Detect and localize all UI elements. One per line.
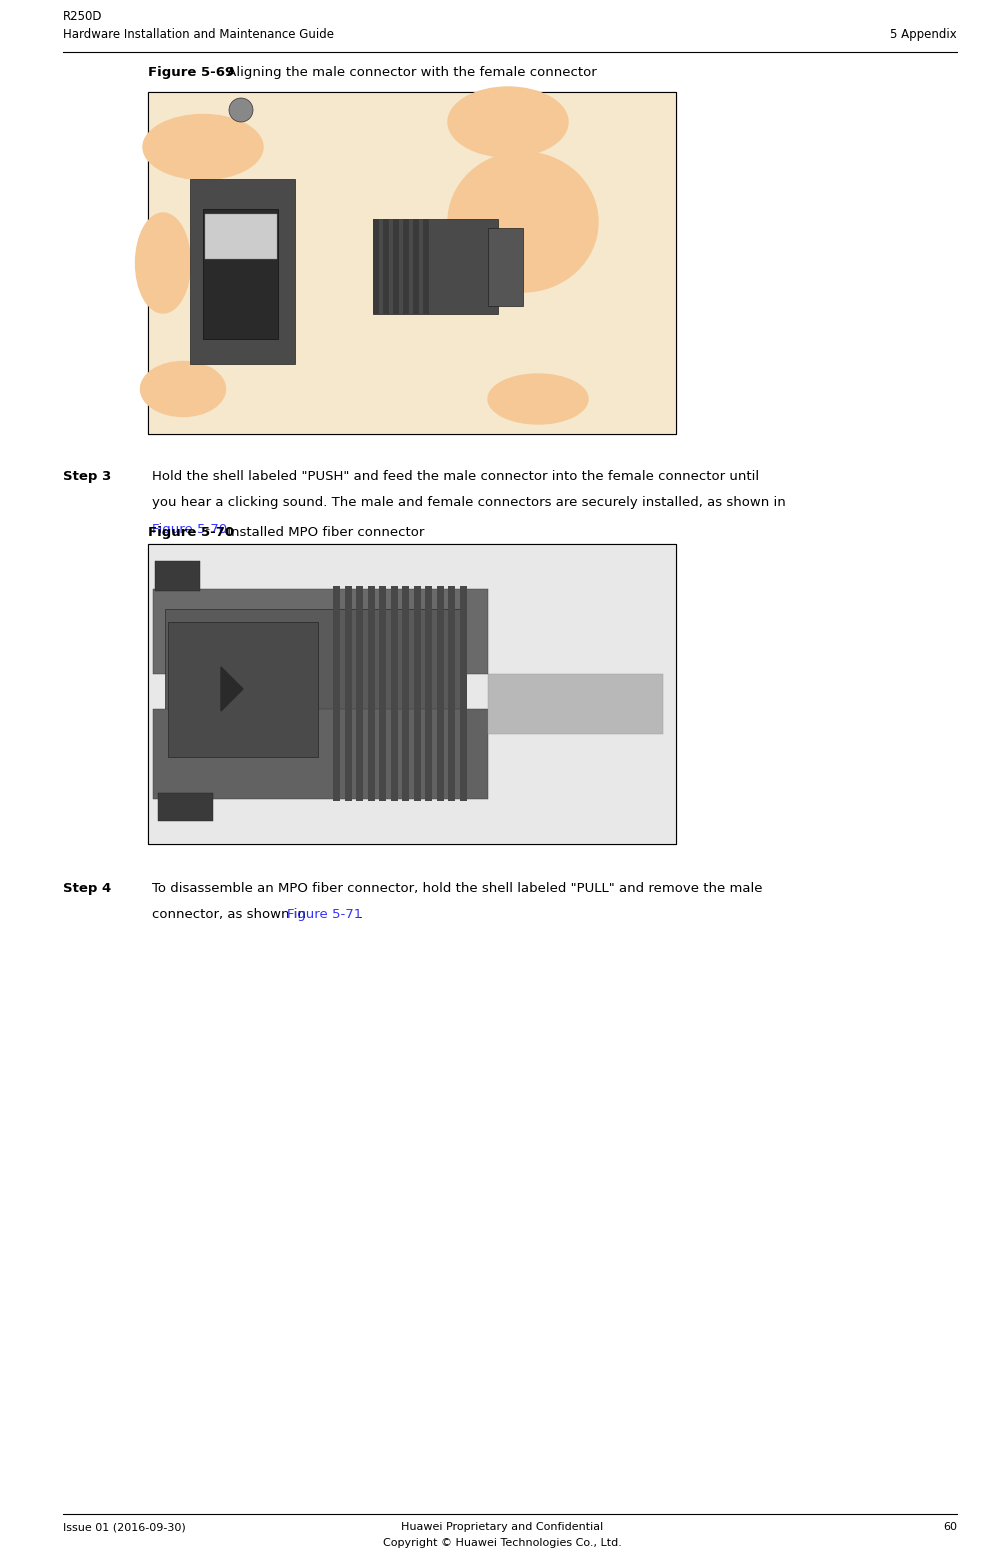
Text: you hear a clicking sound. The male and female connectors are securely installed: you hear a clicking sound. The male and … xyxy=(151,496,785,509)
Text: Huawei Proprietary and Confidential: Huawei Proprietary and Confidential xyxy=(400,1522,603,1532)
Bar xyxy=(402,219,408,315)
Text: R250D: R250D xyxy=(63,9,102,23)
Bar xyxy=(164,609,464,764)
Text: 60: 60 xyxy=(942,1522,956,1532)
Ellipse shape xyxy=(135,213,191,313)
Bar xyxy=(422,219,428,315)
Polygon shape xyxy=(221,667,243,711)
Text: Issue 01 (2016-09-30): Issue 01 (2016-09-30) xyxy=(63,1522,186,1532)
Ellipse shape xyxy=(142,114,263,180)
Text: .: . xyxy=(224,523,228,536)
Text: Hold the shell labeled "PUSH" and feed the male connector into the female connec: Hold the shell labeled "PUSH" and feed t… xyxy=(151,470,758,482)
Bar xyxy=(487,673,662,734)
Bar xyxy=(373,219,497,315)
Bar xyxy=(205,215,277,258)
Bar xyxy=(147,543,675,844)
Bar xyxy=(147,543,675,844)
Text: Hardware Installation and Maintenance Guide: Hardware Installation and Maintenance Gu… xyxy=(63,28,334,41)
Bar xyxy=(436,586,443,800)
Text: Step 4: Step 4 xyxy=(63,882,111,896)
Text: Copyright © Huawei Technologies Co., Ltd.: Copyright © Huawei Technologies Co., Ltd… xyxy=(382,1538,621,1549)
Bar xyxy=(333,586,340,800)
Bar xyxy=(424,586,431,800)
Bar xyxy=(487,229,523,305)
Ellipse shape xyxy=(447,152,598,291)
Ellipse shape xyxy=(487,374,588,424)
Bar xyxy=(382,219,388,315)
Text: To disassemble an MPO fiber connector, hold the shell labeled "PULL" and remove : To disassemble an MPO fiber connector, h… xyxy=(151,882,761,896)
Bar xyxy=(147,92,675,434)
Ellipse shape xyxy=(447,88,568,157)
Text: Figure 5-71: Figure 5-71 xyxy=(287,908,362,921)
Bar xyxy=(412,219,418,315)
Bar xyxy=(378,586,385,800)
Bar xyxy=(459,586,466,800)
Text: Aligning the male connector with the female connector: Aligning the male connector with the fem… xyxy=(223,66,596,78)
Ellipse shape xyxy=(140,362,226,417)
Text: Figure 5-70: Figure 5-70 xyxy=(151,523,227,536)
Bar xyxy=(344,586,351,800)
Bar xyxy=(367,586,374,800)
Text: 5 Appendix: 5 Appendix xyxy=(890,28,956,41)
Circle shape xyxy=(229,99,253,122)
Bar xyxy=(447,586,454,800)
Text: Installed MPO fiber connector: Installed MPO fiber connector xyxy=(223,526,424,539)
Bar xyxy=(152,589,487,673)
Bar xyxy=(190,179,295,363)
Bar xyxy=(392,219,398,315)
Text: .: . xyxy=(359,908,363,921)
Bar xyxy=(390,586,397,800)
Bar xyxy=(168,622,318,756)
Bar xyxy=(356,586,363,800)
Bar xyxy=(157,792,213,821)
Bar xyxy=(147,92,675,434)
Bar xyxy=(152,709,487,799)
Bar xyxy=(203,208,278,338)
Bar xyxy=(154,561,200,590)
Bar xyxy=(373,219,378,315)
Bar xyxy=(147,92,675,434)
Bar xyxy=(401,586,408,800)
Text: Figure 5-69: Figure 5-69 xyxy=(147,66,234,78)
Bar xyxy=(413,586,420,800)
Text: Figure 5-70: Figure 5-70 xyxy=(147,526,234,539)
Bar xyxy=(147,543,675,844)
Text: connector, as shown in: connector, as shown in xyxy=(151,908,310,921)
Text: Step 3: Step 3 xyxy=(63,470,111,482)
